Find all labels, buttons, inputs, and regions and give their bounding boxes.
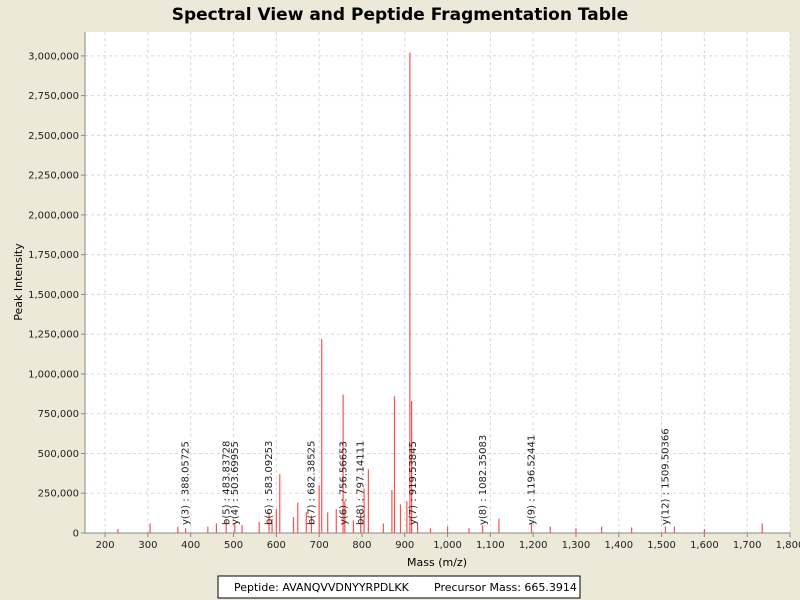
x-tick-label: 1,400 (604, 540, 633, 551)
y-tick-label: 750,000 (38, 409, 79, 420)
x-tick-label: 1,300 (562, 540, 591, 551)
y-tick-label: 1,500,000 (28, 290, 79, 301)
fragment-label: y(6) : 756.56653 (338, 441, 349, 525)
y-tick-label: 1,000,000 (28, 369, 79, 380)
chart-title: Spectral View and Peptide Fragmentation … (172, 5, 629, 25)
fragment-label: b(6) : 583.09253 (264, 441, 275, 525)
x-tick-label: 1,000 (433, 540, 462, 551)
x-tick-label: 1,500 (647, 540, 676, 551)
x-axis-title: Mass (m/z) (407, 556, 467, 569)
x-tick-label: 1,200 (519, 540, 548, 551)
x-tick-label: 600 (267, 540, 286, 551)
y-tick-label: 2,750,000 (28, 91, 79, 102)
plot-area (85, 32, 790, 533)
x-tick-label: 1,100 (476, 540, 505, 551)
fragment-label: b(7) : 682.38525 (307, 441, 318, 525)
x-tick-label: 400 (181, 540, 200, 551)
info-box (217, 575, 581, 599)
fragment-label: b(8) : 797.14111 (356, 441, 367, 525)
x-tick-label: 500 (224, 540, 243, 551)
y-tick-label: 1,250,000 (28, 330, 79, 341)
fragment-label: y(8) : 1082.35083 (478, 435, 489, 525)
fragment-label: b(5) : 483.83728 (222, 441, 233, 525)
precursor-label: Precursor Mass: 665.3914 (434, 581, 577, 594)
y-tick-label: 1,750,000 (28, 250, 79, 261)
y-axis-title: Peak Intensity (12, 243, 25, 321)
y-tick-label: 250,000 (38, 489, 79, 500)
fragment-label: y(3) : 388.05725 (181, 441, 192, 525)
x-tick-label: 1,600 (690, 540, 719, 551)
x-tick-label: 700 (310, 540, 329, 551)
y-tick-label: 0 (73, 529, 79, 540)
x-tick-label: 800 (352, 540, 371, 551)
fragment-label: y(4) : 503.69955 (230, 441, 241, 525)
y-tick-label: 500,000 (38, 449, 79, 460)
x-tick-label: 900 (395, 540, 414, 551)
peptide-label: Peptide: AVANQVVDNYYRPDLKK (234, 581, 410, 594)
x-tick-label: 200 (96, 540, 115, 551)
fragment-label: y(7) : 919.53845 (408, 441, 419, 525)
x-tick-label: 300 (138, 540, 157, 551)
y-tick-label: 2,500,000 (28, 131, 79, 142)
fragment-label: y(9) : 1196.52441 (527, 435, 538, 525)
x-tick-label: 1,700 (733, 540, 762, 551)
y-tick-label: 2,000,000 (28, 210, 79, 221)
x-tick-label: 1,800 (776, 540, 800, 551)
y-tick-label: 2,250,000 (28, 171, 79, 182)
fragment-label: y(12) : 1509.50366 (661, 428, 672, 525)
y-tick-label: 3,000,000 (28, 51, 79, 62)
